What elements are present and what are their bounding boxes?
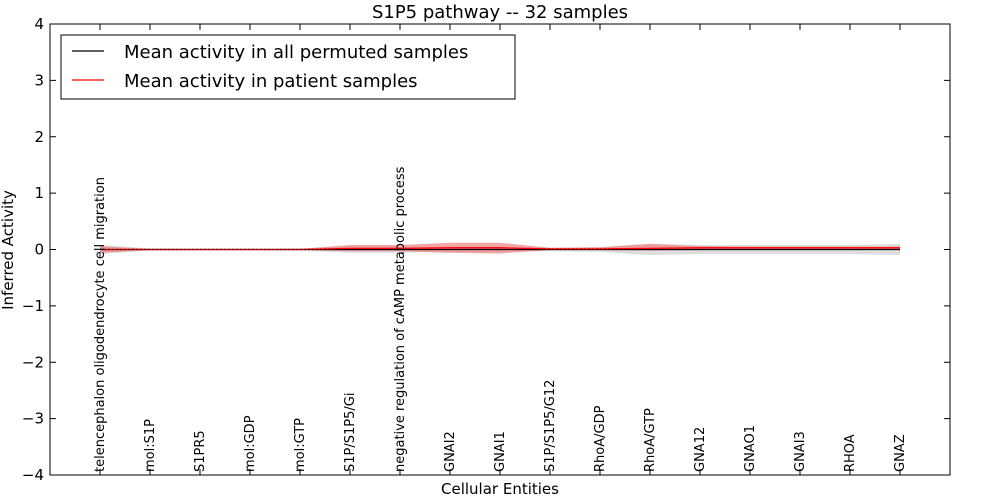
- category-label: RhoA/GTP: [643, 408, 658, 472]
- category-label: negative regulation of cAMP metabolic pr…: [393, 166, 408, 472]
- legend-label-patient: Mean activity in patient samples: [124, 71, 418, 92]
- category-label: mol:S1P: [143, 419, 158, 472]
- y-tick-label: −4: [22, 466, 44, 484]
- category-label: RhoA/GDP: [593, 405, 608, 472]
- category-label: GNAI2: [443, 431, 458, 472]
- legend: Mean activity in all permuted samples Me…: [60, 34, 516, 100]
- y-tick-label: −1: [22, 297, 44, 315]
- y-axis-ticks: −4 −3 −2 −1 0 1 2 3 4: [22, 15, 950, 484]
- category-label: GNAI3: [793, 431, 808, 472]
- y-tick-label: 3: [34, 71, 44, 89]
- category-labels: telencephalon oligodendrocyte cell migra…: [93, 166, 908, 472]
- category-label: RHOA: [843, 434, 858, 472]
- category-label: GNA12: [693, 427, 708, 472]
- y-axis-label: Inferred Activity: [0, 190, 17, 310]
- x-axis-ticks: [99, 24, 901, 475]
- y-tick-label: 4: [34, 15, 44, 33]
- category-label: S1P/S1P5/G12: [543, 380, 558, 472]
- y-tick-label: −3: [22, 410, 44, 428]
- category-label: mol:GTP: [293, 418, 308, 472]
- legend-label-permuted: Mean activity in all permuted samples: [124, 42, 468, 63]
- y-tick-label: 1: [34, 184, 44, 202]
- category-label: telencephalon oligodendrocyte cell migra…: [93, 177, 108, 472]
- category-label: GNAO1: [743, 425, 758, 472]
- category-label: GNAZ: [893, 434, 908, 472]
- x-axis-label: Cellular Entities: [441, 480, 559, 498]
- series-lines: [100, 247, 900, 251]
- y-tick-label: −2: [22, 353, 44, 371]
- legend-box: [60, 34, 516, 100]
- category-label: S1PR5: [193, 430, 208, 472]
- category-label: GNAI1: [493, 431, 508, 472]
- chart-title: S1P5 pathway -- 32 samples: [372, 2, 628, 23]
- y-tick-label: 2: [34, 128, 44, 146]
- y-tick-label: 0: [34, 241, 44, 259]
- category-label: mol:GDP: [243, 415, 258, 472]
- category-label: S1P/S1P5/Gi: [343, 393, 358, 472]
